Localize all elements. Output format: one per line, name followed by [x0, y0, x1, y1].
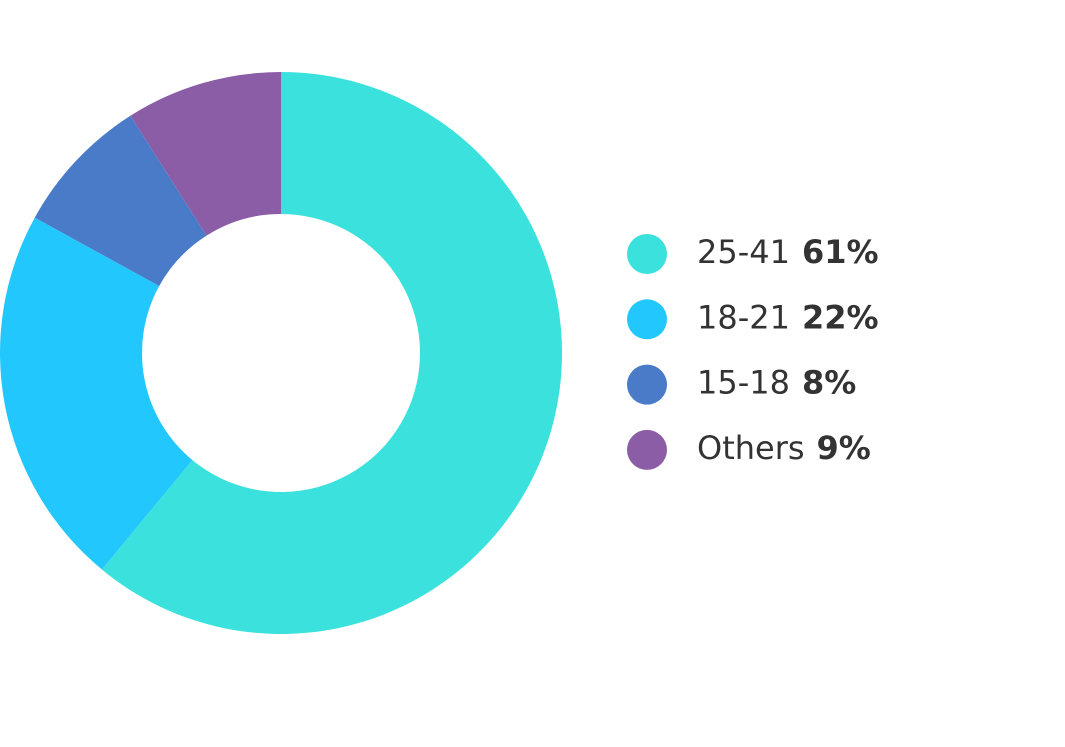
legend-marker	[627, 234, 667, 274]
legend-marker	[627, 429, 667, 470]
legend-entry: 18-21 22%	[697, 298, 879, 336]
legend-label: 18-21	[697, 298, 790, 336]
legend-entry: 25-41 61%	[697, 233, 879, 271]
legend-marker	[627, 299, 667, 340]
donut-segment	[34, 115, 207, 287]
donut-segment	[101, 72, 563, 634]
legend-value: 22%	[802, 298, 879, 336]
legend-value: 9%	[817, 429, 871, 467]
donut-segment	[0, 217, 193, 570]
legend-marker	[627, 364, 667, 405]
legend-label: 25-41	[697, 233, 790, 271]
legend-value: 61%	[802, 233, 879, 271]
donut-segment	[130, 72, 281, 236]
legend-entry: 15-18 8%	[697, 364, 856, 402]
legend-entry: Others 9%	[697, 429, 871, 467]
legend-label: 15-18	[697, 364, 790, 402]
legend-label: Others	[697, 429, 805, 467]
legend-value: 8%	[802, 364, 856, 402]
